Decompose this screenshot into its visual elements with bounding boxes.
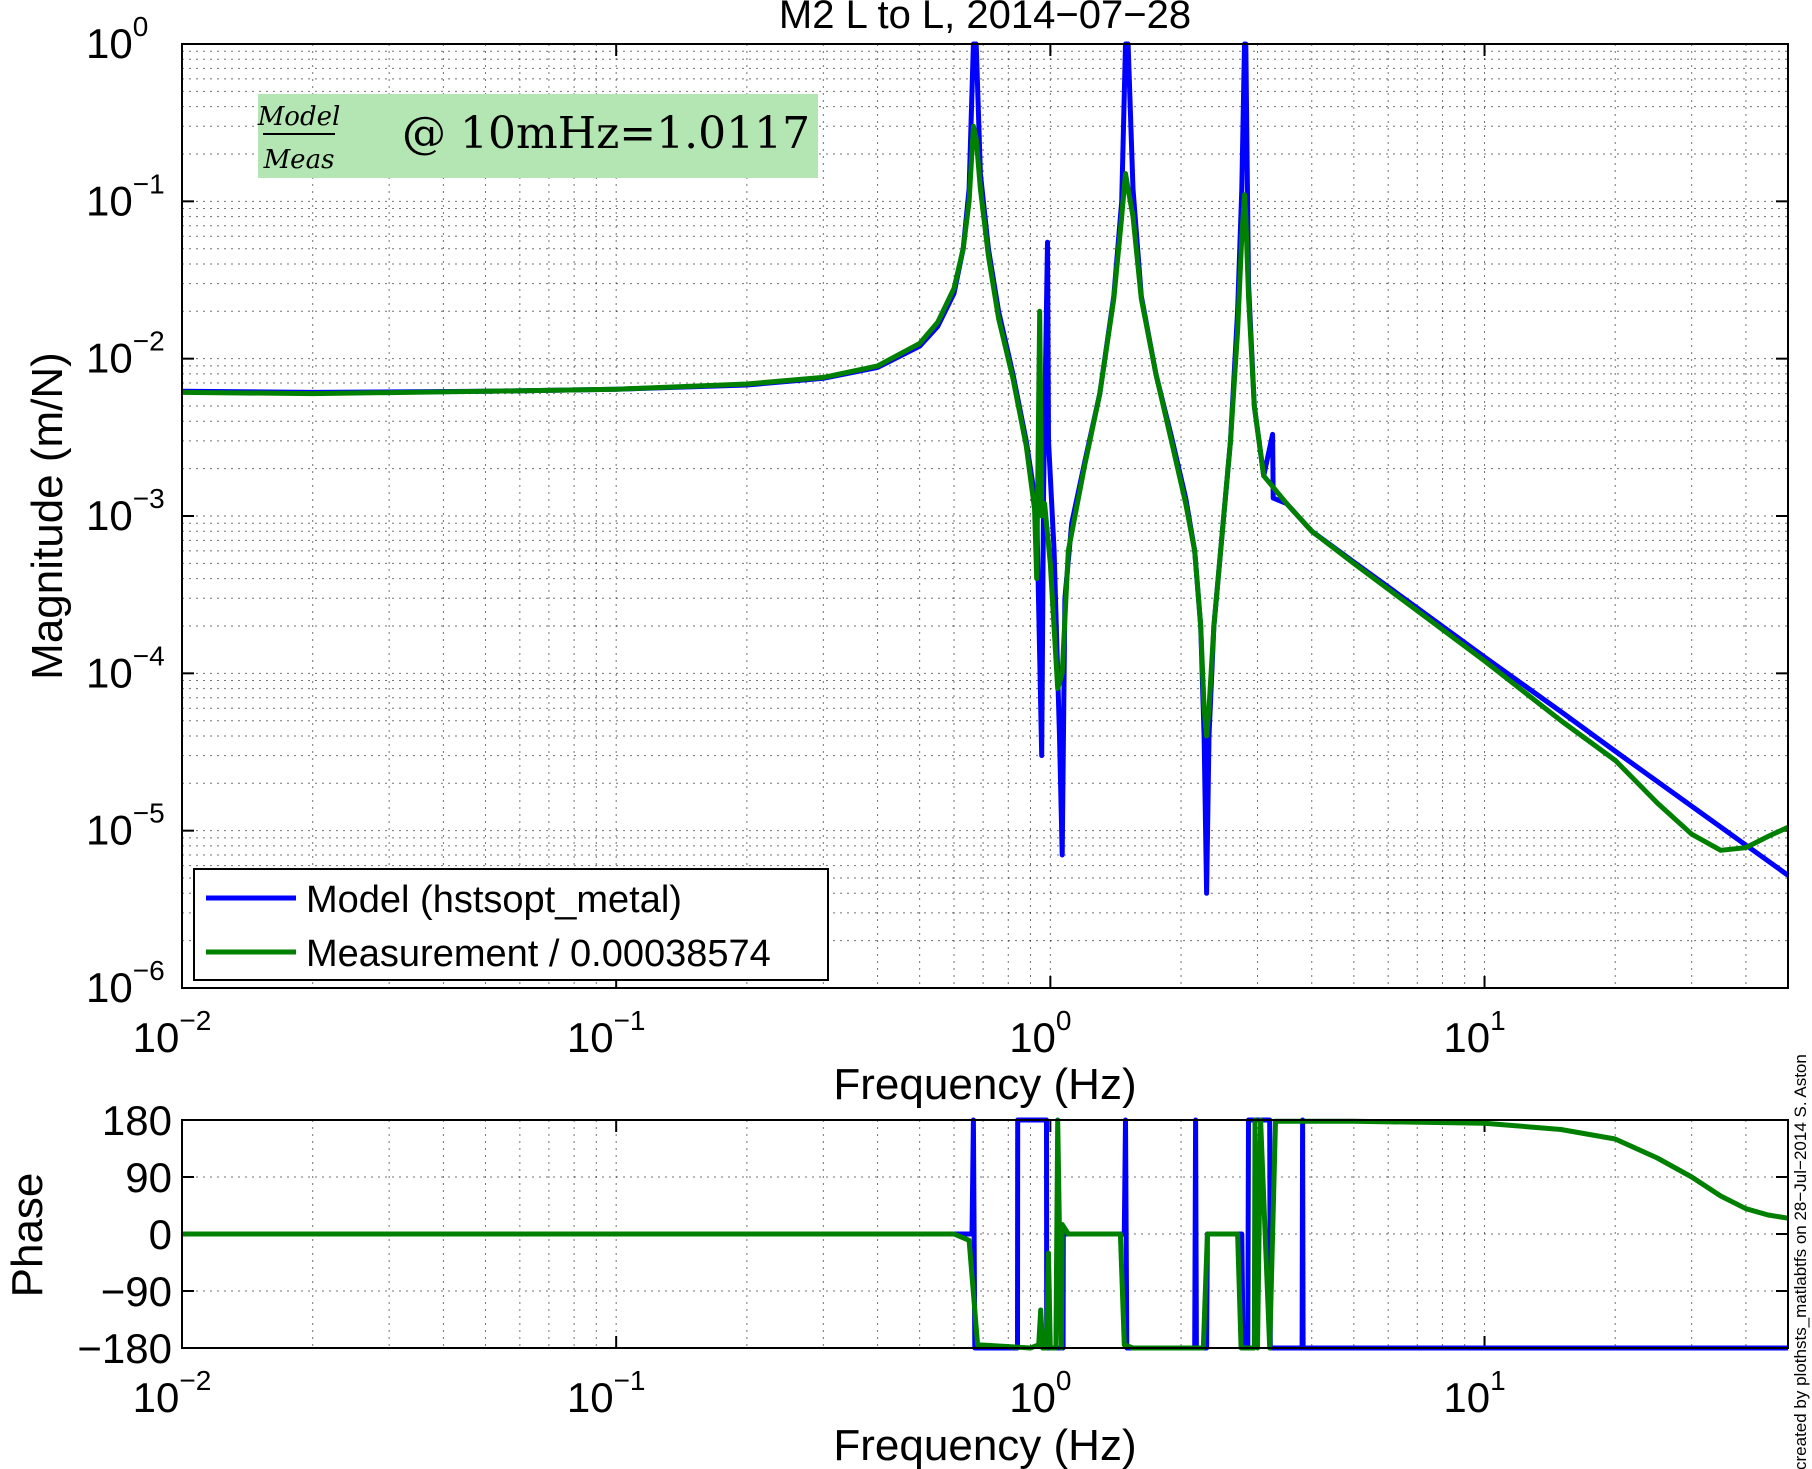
phase-y-axis-label: Phase [3,1173,52,1298]
magnitude-y-tick-label: 10−2 [86,326,165,382]
legend-box [193,868,829,981]
magnitude-y-tick-label: 100 [86,11,148,67]
watermark-credit: created by plothsts_matlabtfs on 28−Jul−… [1791,1054,1810,1469]
magnitude-x-tick-label: 10−2 [133,1005,212,1061]
phase-x-tick-label: 10−1 [567,1365,646,1421]
magnitude-y-axis-label: Magnitude (m/N) [23,352,72,680]
phase-x-tick-label: 100 [1009,1365,1071,1421]
magnitude-y-tick-labels: 100 10−1 10−2 10−3 10−4 10−5 10−6 [86,11,165,1011]
magnitude-y-tick-label: 10−3 [86,483,165,539]
phase-y-tick-label: −90 [101,1268,172,1315]
phase-y-tick-label: 90 [125,1154,172,1201]
phase-y-tick-labels: 180 90 0 −90 −180 [77,1097,172,1372]
phase-y-tick-label: 0 [149,1211,172,1258]
magnitude-x-tick-label: 10−1 [567,1005,646,1061]
magnitude-x-tick-label: 101 [1443,1005,1505,1061]
phase-y-tick-label: −180 [77,1325,172,1372]
magnitude-y-tick-label: 10−1 [86,168,165,224]
phase-x-tick-label: 101 [1443,1365,1505,1421]
legend-label-model: Model (hstsopt_metal) [306,879,682,921]
chart-title: M2 L to L, 2014−07−28 [779,0,1191,37]
magnitude-y-tick-label: 10−4 [86,640,165,696]
legend-label-measurement: Measurement / 0.00038574 [306,933,771,975]
magnitude-plot-frame [181,43,1789,989]
phase-y-tick-label: 180 [102,1097,172,1144]
magnitude-y-tick-label: 10−6 [86,955,165,1011]
phase-plot-frame [181,1119,1789,1349]
phase-x-tick-labels: 10−2 10−1 100 101 [133,1365,1506,1421]
annotation-background [258,94,818,178]
magnitude-x-tick-label: 100 [1009,1005,1071,1061]
magnitude-y-tick-label: 10−5 [86,798,165,854]
legend: Model (hstsopt_metal) Measurement / 0.00… [193,868,829,981]
annotation-denominator: Meas [263,145,335,175]
magnitude-series-measurement [181,123,1790,853]
model-meas-ratio-annotation: Model Meas @ 10mHz=1.0117 [257,94,818,178]
magnitude-x-tick-labels: 10−2 10−1 100 101 [133,1005,1506,1061]
annotation-text: @ 10mHz=1.0117 [402,108,810,159]
phase-series-model [182,1117,1788,1351]
annotation-numerator: Model [257,102,341,132]
magnitude-x-axis-label: Frequency (Hz) [833,1060,1136,1109]
phase-x-axis-label: Frequency (Hz) [833,1421,1136,1469]
phase-x-tick-label: 10−2 [133,1365,212,1421]
